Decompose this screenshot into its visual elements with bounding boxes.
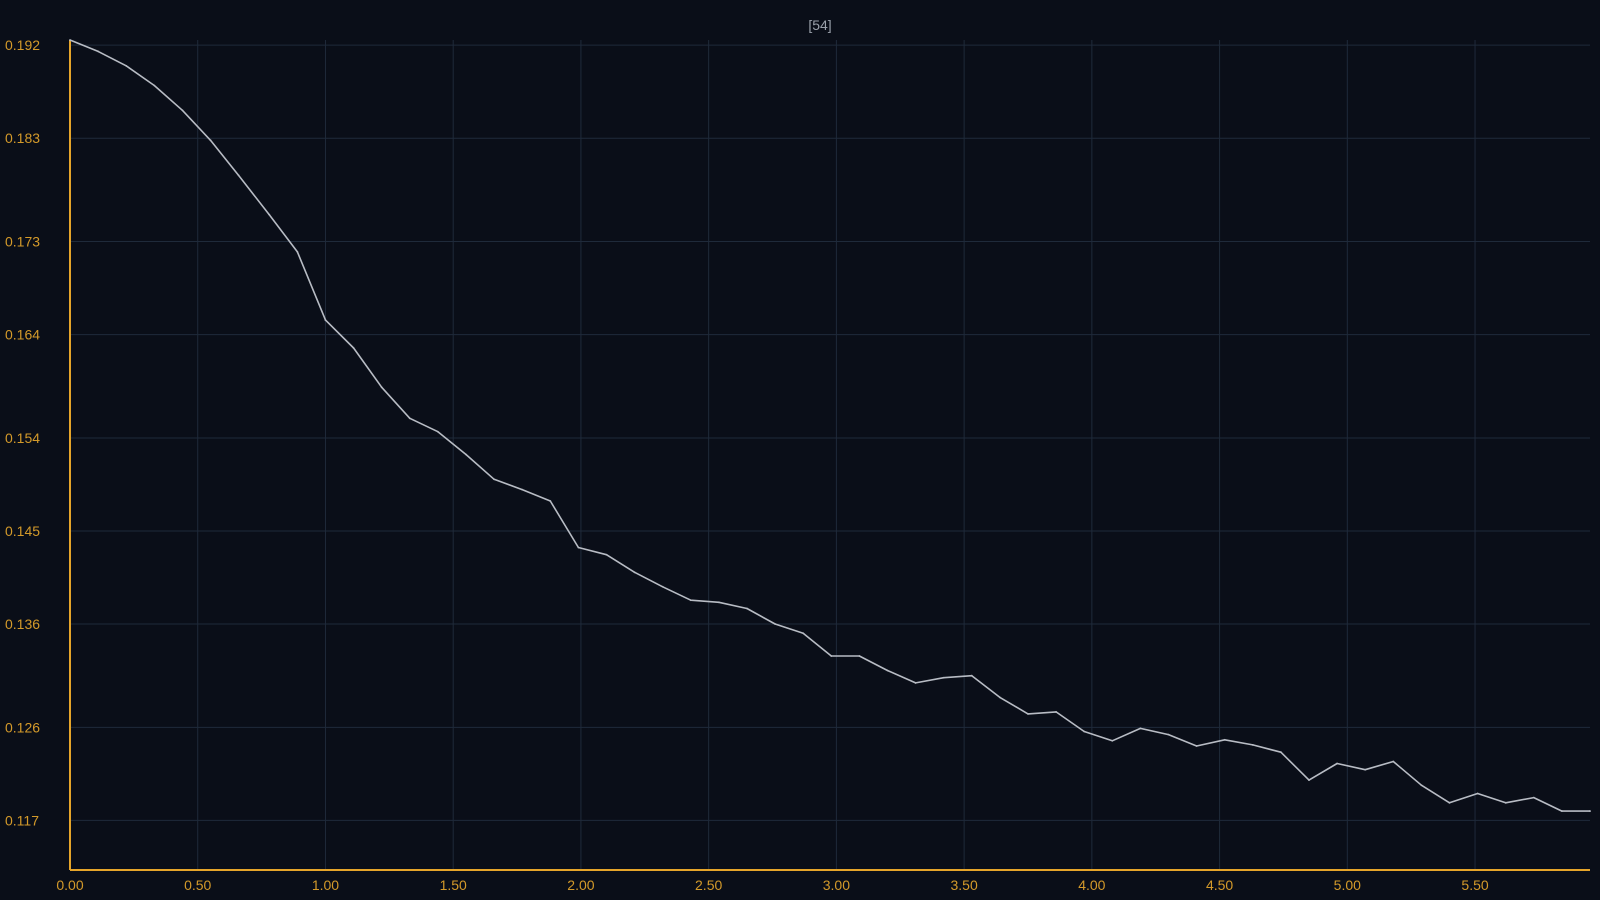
data-point xyxy=(633,571,636,574)
data-point xyxy=(1027,713,1029,715)
data-point xyxy=(886,669,889,672)
x-tick-label: 4.50 xyxy=(1206,877,1233,893)
data-point xyxy=(153,84,156,87)
x-tick-label: 5.50 xyxy=(1461,877,1488,893)
data-point xyxy=(802,632,805,635)
data-point xyxy=(717,601,720,604)
x-tick-label: 0.00 xyxy=(56,877,83,893)
data-point xyxy=(1111,739,1114,742)
x-tick-label: 2.00 xyxy=(567,877,594,893)
data-point xyxy=(1336,762,1338,765)
data-point xyxy=(1420,784,1423,787)
data-point xyxy=(97,50,100,53)
data-point xyxy=(1195,745,1198,747)
data-point xyxy=(465,453,467,456)
data-point xyxy=(1448,801,1451,804)
y-tick-label: 0.164 xyxy=(5,327,40,343)
data-point xyxy=(1532,796,1535,799)
x-tick-label: 1.00 xyxy=(312,877,339,893)
data-point xyxy=(605,553,608,556)
x-tick-label: 4.00 xyxy=(1078,877,1105,893)
data-point xyxy=(1139,727,1142,730)
data-point xyxy=(1476,792,1479,795)
grid-lines xyxy=(70,40,1590,870)
data-point xyxy=(436,430,439,433)
data-point xyxy=(914,682,917,684)
y-tick-label: 0.117 xyxy=(5,812,39,828)
data-point xyxy=(237,174,240,177)
data-point xyxy=(689,599,692,602)
x-tick-label: 1.50 xyxy=(440,877,467,893)
data-point xyxy=(521,488,524,491)
x-tick-label: 3.00 xyxy=(823,877,850,893)
data-point xyxy=(493,478,495,481)
data-point xyxy=(1364,768,1367,771)
y-tick-label: 0.145 xyxy=(5,523,40,539)
y-tick-label: 0.126 xyxy=(5,719,40,735)
x-tick-label: 2.50 xyxy=(695,877,722,893)
data-point xyxy=(746,607,748,610)
chart-title: [54] xyxy=(808,17,831,33)
x-tick-label: 5.00 xyxy=(1334,877,1361,893)
series-layer xyxy=(69,39,1591,812)
data-point xyxy=(1308,779,1310,781)
data-point xyxy=(1560,810,1563,812)
data-point xyxy=(858,655,861,657)
data-point xyxy=(408,417,411,420)
data-point xyxy=(830,655,833,657)
data-point xyxy=(970,674,973,677)
data-point xyxy=(661,585,664,588)
data-point xyxy=(1167,733,1170,736)
x-tick-label: 0.50 xyxy=(184,877,211,893)
y-tick-label: 0.154 xyxy=(5,430,40,446)
data-point xyxy=(998,696,1001,699)
data-point xyxy=(296,250,299,253)
x-tick-label: 3.50 xyxy=(950,877,977,893)
tick-labels: 0.00 0.50 1.00 1.50 2.00 2.50 3.00 3.50 4.00 4.50… xyxy=(5,37,1489,893)
data-point xyxy=(69,39,71,41)
y-tick-label: 0.192 xyxy=(5,37,40,53)
data-point xyxy=(774,623,776,625)
y-tick-label: 0.183 xyxy=(5,130,40,146)
data-point xyxy=(352,347,355,349)
data-point xyxy=(1251,744,1254,746)
data-point xyxy=(1223,738,1226,741)
axes xyxy=(69,40,1590,871)
data-point xyxy=(125,64,128,67)
data-point xyxy=(324,319,327,322)
data-point xyxy=(1279,751,1282,754)
data-point xyxy=(209,139,212,142)
data-point xyxy=(549,500,552,502)
y-tick-label: 0.136 xyxy=(5,616,40,632)
data-point xyxy=(1083,730,1086,733)
data-point xyxy=(577,546,580,549)
data-point xyxy=(942,676,945,679)
data-point xyxy=(1392,760,1395,763)
data-point xyxy=(380,386,383,389)
data-point xyxy=(1055,710,1057,713)
data-point xyxy=(1504,801,1507,804)
data-point xyxy=(1589,810,1591,812)
data-point xyxy=(181,109,184,112)
data-point xyxy=(268,213,271,216)
y-tick-label: 0.173 xyxy=(5,234,40,250)
